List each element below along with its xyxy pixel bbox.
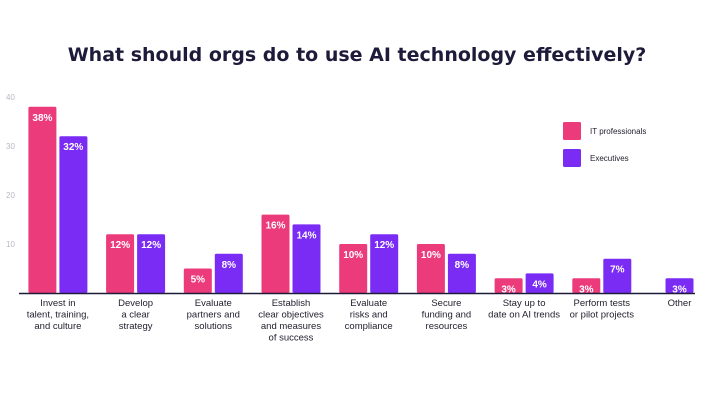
bar-value-label: 8% [222,260,237,271]
bar-value-label: 7% [610,265,625,276]
category-label-line: of success [269,333,314,344]
category-label-line: Secure [431,298,461,309]
category-label-line: Establish [272,298,311,309]
category-label-line: a clear [121,310,150,321]
bar [59,136,88,293]
category-label: Other [668,298,692,309]
category-label-line: clear objectives [258,310,324,321]
bar-value-label: 3% [501,284,516,295]
bar [447,253,476,293]
bar [416,244,445,293]
bar [261,214,290,293]
category-label: Invest in talent, training, and culture [27,298,89,332]
bar [572,278,601,293]
category-label-line: Other [668,298,692,309]
category-label: Evaluate partners and solutions [187,298,240,332]
bar [370,234,399,293]
bar-value-label: 14% [296,230,316,241]
bar [339,244,368,293]
category-label-line: and culture [34,321,81,332]
bar-value-label: 4% [532,279,547,290]
bar [106,234,135,293]
bar-value-label: 3% [672,284,687,295]
category-label-line: date on AI trends [488,310,560,321]
bar-value-label: 12% [141,240,161,251]
legend-label: Executives [590,154,629,163]
category-label-line: risks and [350,310,388,321]
bar [603,258,632,293]
category-label-line: or pilot projects [570,310,635,321]
category-label: Perform tests or pilot projects [570,298,635,321]
bar-value-label: 10% [421,250,441,261]
category-label-line: solutions [195,321,233,332]
bar [525,273,554,293]
category-label-line: Stay up to [503,298,546,309]
category-label: Secure funding and resources [422,298,472,332]
category-label: Evaluate risks and compliance [345,298,393,332]
bar [28,106,57,293]
category-label-line: funding and [422,310,472,321]
bar [494,278,523,293]
category-label-line: Invest in [40,298,75,309]
category-label-line: Evaluate [195,298,232,309]
category-label-line: resources [426,321,468,332]
bar-value-label: 38% [32,113,52,124]
bar-value-label: 3% [579,284,594,295]
bar-value-label: 10% [343,250,363,261]
chart-title: What should orgs do to use AI technology… [67,44,647,66]
legend-swatch [563,122,581,140]
bar-value-label: 32% [63,142,83,153]
category-label-line: and measures [261,321,321,332]
bar [137,234,166,293]
y-tick-label: 30 [6,142,15,151]
bar-value-label: 16% [265,221,285,232]
bar-value-label: 12% [374,240,394,251]
category-label-line: talent, training, [27,310,89,321]
category-label-line: Perform tests [574,298,631,309]
bar [214,253,243,293]
bar [292,224,321,293]
category-label: Develop a clear strategy [118,298,153,332]
category-label-line: Develop [118,298,153,309]
bar [665,278,694,293]
bar-value-label: 12% [110,240,130,251]
y-tick-label: 40 [6,93,15,102]
y-tick-label: 20 [6,191,15,200]
category-label: Establish clear objectives and measures of … [258,298,324,344]
legend-label: IT professionals [590,127,646,136]
legend-swatch [563,149,581,167]
category-label-line: Evaluate [350,298,387,309]
bar [183,268,212,293]
bar-value-label: 8% [455,260,470,271]
category-label-line: compliance [345,321,393,332]
category-label: Stay up to date on AI trends [488,298,560,321]
category-label-line: partners and [187,310,240,321]
bar-value-label: 5% [191,275,206,286]
category-label-line: strategy [119,321,153,332]
y-tick-label: 10 [6,240,15,249]
